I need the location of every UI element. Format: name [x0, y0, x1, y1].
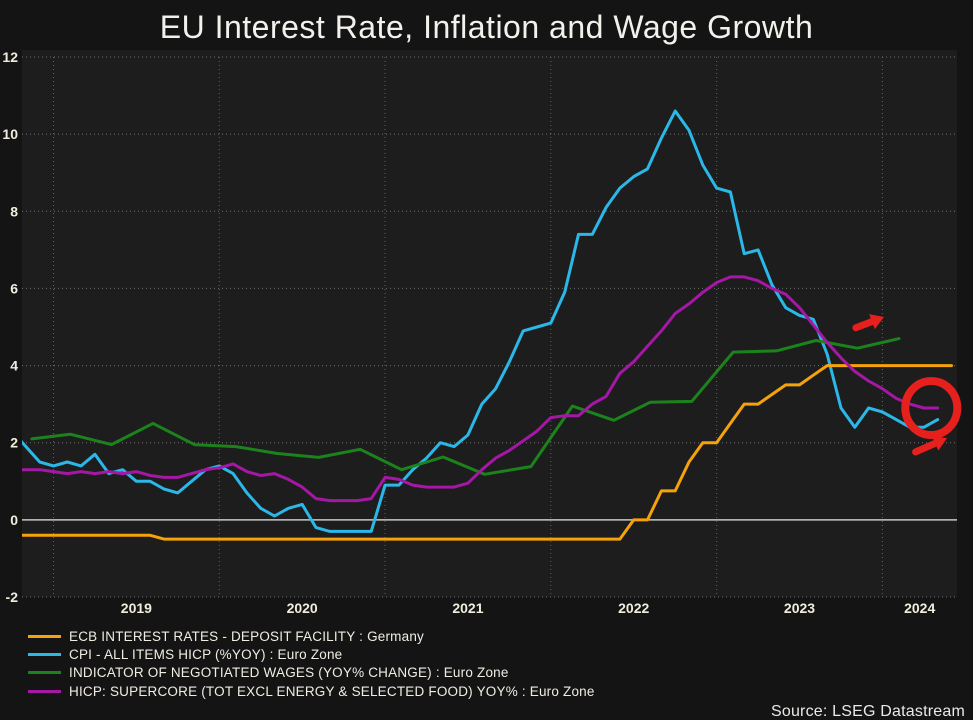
y-axis-label-12: 12 — [2, 49, 18, 65]
annotations — [852, 314, 962, 456]
source-text: Source: LSEG Datastream — [770, 703, 965, 720]
y-axis-label-8: 8 — [10, 203, 18, 219]
y-axis-label-2: 2 — [10, 435, 18, 451]
y-axis-label-0: 0 — [10, 512, 18, 528]
legend-label: CPI - ALL ITEMS HICP (%YOY) : Euro Zone — [69, 647, 343, 663]
legend-label: INDICATOR OF NEGOTIATED WAGES (YOY% CHAN… — [69, 665, 509, 681]
legend-swatch — [28, 671, 61, 675]
x-axis-label-2020: 2020 — [287, 600, 318, 616]
y-axis-label-6: 6 — [10, 280, 18, 296]
legend-item-ecb-interest-rates-deposit-facility-germ: ECB INTEREST RATES - DEPOSIT FACILITY : … — [28, 627, 595, 645]
x-axis-label-2019: 2019 — [121, 600, 152, 616]
x-axis-label-2024: 2024 — [904, 600, 935, 616]
y-axis-label-4: 4 — [10, 358, 18, 374]
annotation-up-right-arrow — [852, 314, 885, 332]
series-line-hicp-supercore-tot-excl-energy-selected- — [22, 275, 940, 503]
y-axis-label--2: -2 — [6, 589, 19, 605]
y-axis-labels: 12 10 8 6 4 2 0 -2 — [2, 49, 18, 605]
legend-item-indicator-of-negotiated-wages-yoy-change: INDICATOR OF NEGOTIATED WAGES (YOY% CHAN… — [28, 664, 595, 682]
legend-item-hicp-supercore-tot-excl-energy-selected-: HICP: SUPERCORE (TOT EXCL ENERGY & SELEC… — [28, 682, 595, 700]
x-axis-label-2022: 2022 — [618, 600, 649, 616]
x-axis-labels: 2019 2020 2021 2022 2023 2024 — [121, 600, 936, 616]
legend-label: ECB INTEREST RATES - DEPOSIT FACILITY : … — [69, 628, 424, 644]
legend: ECB INTEREST RATES - DEPOSIT FACILITY : … — [28, 627, 595, 701]
annotation-highlight-circle — [901, 377, 962, 439]
legend-item-cpi-all-items-hicp-yoy-euro-zone: CPI - ALL ITEMS HICP (%YOY) : Euro Zone — [28, 645, 595, 663]
legend-swatch — [28, 634, 61, 638]
legend-label: HICP: SUPERCORE (TOT EXCL ENERGY & SELEC… — [69, 683, 595, 699]
gridlines — [22, 56, 957, 598]
plot-area — [22, 50, 957, 597]
chart-title: EU Interest Rate, Inflation and Wage Gro… — [159, 9, 814, 45]
series-line-cpi-all-items-hicp-yoy-euro-zone — [22, 109, 940, 533]
series-line-indicator-of-negotiated-wages-yoy-change — [30, 337, 901, 476]
series-line-ecb-interest-rates-deposit-facility-germ — [22, 364, 953, 541]
annotation-lower-right-arrow — [912, 436, 948, 456]
x-axis-label-2021: 2021 — [452, 600, 483, 616]
legend-swatch — [28, 689, 61, 693]
x-axis-label-2023: 2023 — [784, 600, 815, 616]
y-axis-label-10: 10 — [2, 126, 18, 142]
series-lines — [22, 109, 953, 541]
legend-swatch — [28, 653, 61, 657]
